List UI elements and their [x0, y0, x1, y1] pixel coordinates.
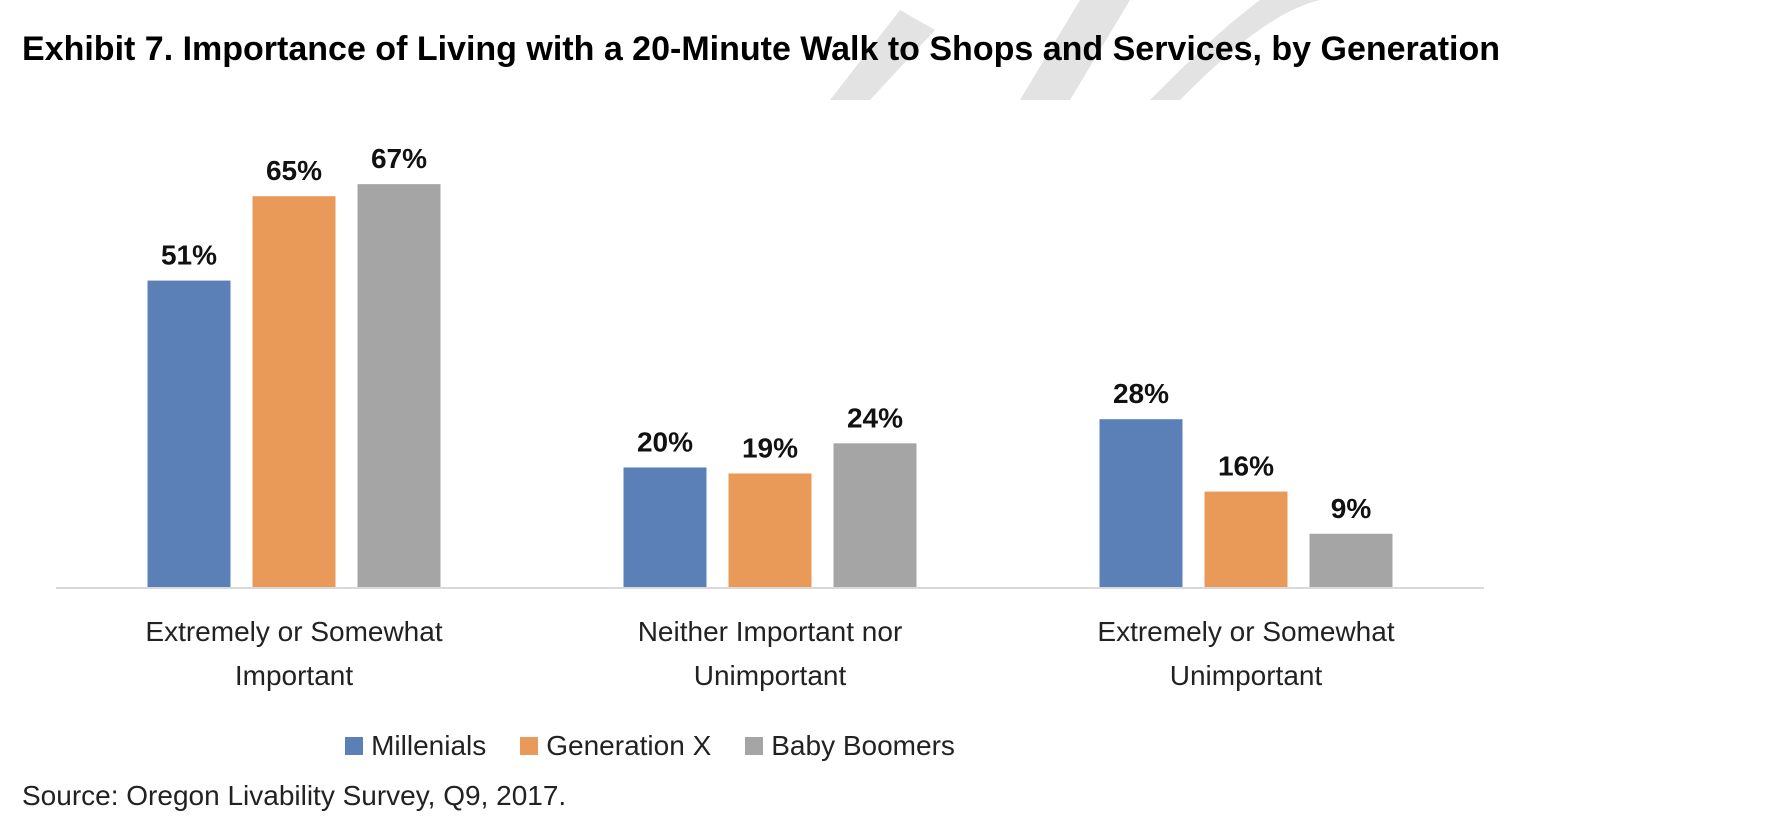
chart-title: Exhibit 7. Importance of Living with a 2… — [22, 30, 1501, 68]
data-label: 65% — [266, 155, 322, 186]
data-label: 67% — [371, 143, 427, 174]
legend-item: Baby Boomers — [745, 730, 955, 762]
watermark-shape — [830, 0, 1320, 100]
data-label: 28% — [1113, 378, 1169, 409]
bar — [1204, 491, 1288, 588]
bar — [252, 196, 336, 588]
data-label: 16% — [1218, 451, 1274, 482]
data-label: 51% — [161, 240, 217, 271]
legend-label: Millenials — [371, 730, 487, 761]
legend-swatch — [345, 737, 364, 755]
category-label: Unimportant — [1170, 660, 1323, 691]
bar — [728, 473, 812, 588]
category-label: Unimportant — [694, 660, 847, 691]
data-label: 9% — [1331, 493, 1372, 524]
legend-item: Millenials — [345, 730, 486, 762]
legend-item: Generation X — [520, 730, 711, 762]
legend: Millenials Generation X Baby Boomers — [0, 730, 1300, 762]
legend-swatch — [745, 737, 764, 755]
bar — [1309, 533, 1393, 588]
category-label: Extremely or Somewhat — [145, 616, 442, 647]
legend-label: Generation X — [546, 730, 712, 761]
bar — [623, 467, 707, 588]
bar — [357, 184, 441, 588]
legend-label: Baby Boomers — [771, 730, 955, 761]
category-label: Extremely or Somewhat — [1097, 616, 1394, 647]
bar-chart: 51% 65% 67% Extremely or Somewhat Important 2… — [56, 143, 1484, 691]
data-label: 20% — [637, 426, 693, 457]
category-label: Important — [235, 660, 353, 691]
data-label: 19% — [742, 432, 798, 463]
legend-swatch — [520, 737, 539, 755]
bar — [147, 280, 231, 588]
source-note: Source: Oregon Livability Survey, Q9, 20… — [22, 780, 567, 811]
bar — [833, 443, 917, 588]
category-label: Neither Important nor — [638, 616, 903, 647]
bar — [1099, 419, 1183, 588]
data-label: 24% — [847, 402, 903, 433]
